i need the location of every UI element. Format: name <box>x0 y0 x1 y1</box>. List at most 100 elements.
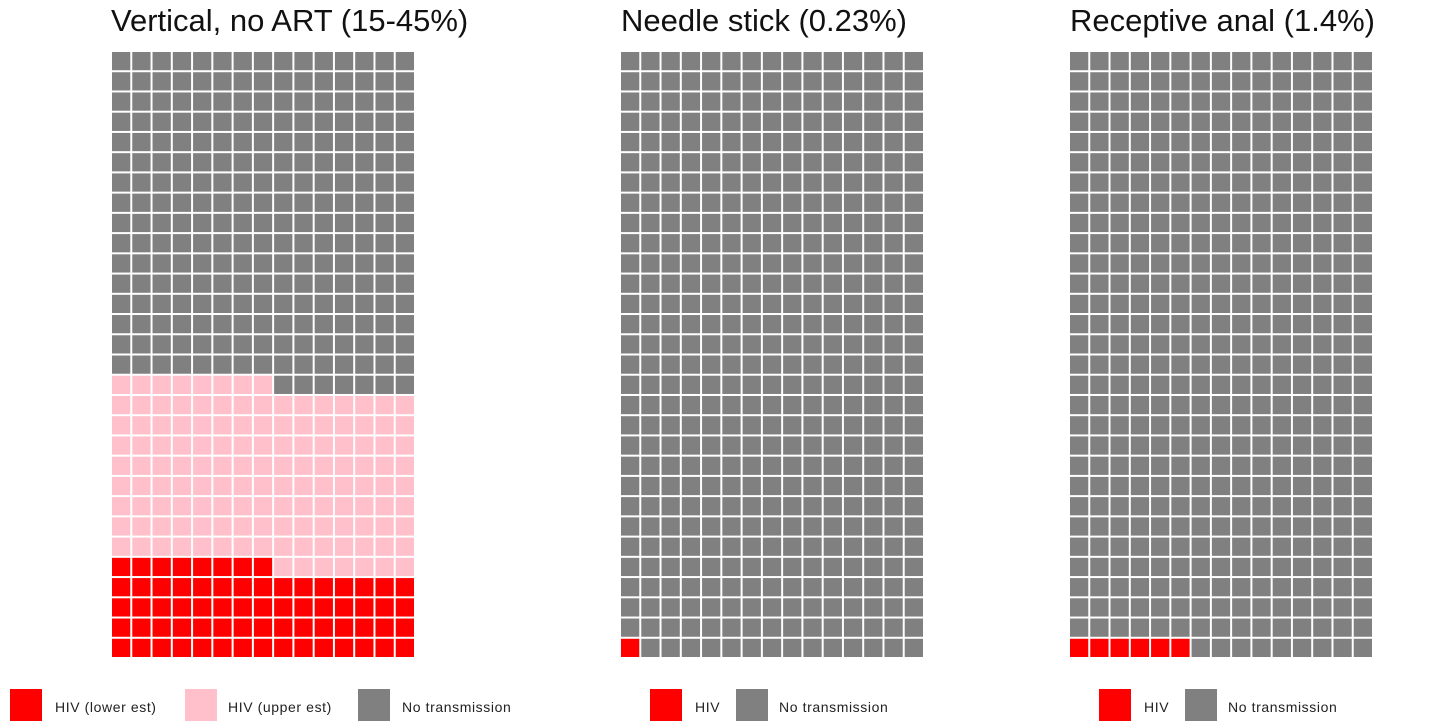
waffle-cell-no-transmission <box>884 315 903 334</box>
waffle-cell-no-transmission <box>1191 517 1210 536</box>
waffle-cell-no-transmission <box>1171 112 1190 131</box>
waffle-cell-no-transmission <box>355 234 374 253</box>
waffle-cell-hiv-lower-est <box>132 618 151 637</box>
waffle-cell-no-transmission <box>172 112 192 131</box>
waffle-cell-hiv-upper-est <box>355 416 374 435</box>
waffle-cell-no-transmission <box>1333 375 1352 394</box>
waffle-cell-hiv-upper-est <box>395 395 414 415</box>
waffle-cell-no-transmission <box>884 52 903 71</box>
waffle-cell-no-transmission <box>314 213 333 233</box>
waffle-cell-no-transmission <box>783 598 802 617</box>
waffle-cell-no-transmission <box>702 355 721 374</box>
waffle-cell-no-transmission <box>1313 335 1332 354</box>
waffle-cell-no-transmission <box>112 355 131 374</box>
waffle-cell-no-transmission <box>1090 375 1109 394</box>
waffle-cell-hiv-upper-est <box>233 537 252 556</box>
waffle-cell-no-transmission <box>904 598 923 617</box>
waffle-cell-no-transmission <box>112 315 131 334</box>
waffle-cell-no-transmission <box>904 638 923 657</box>
waffle-cell-no-transmission <box>762 557 782 577</box>
waffle-cell-no-transmission <box>1171 517 1190 536</box>
waffle-cell-no-transmission <box>1130 476 1150 496</box>
waffle-cell-no-transmission <box>132 193 151 212</box>
waffle-cell-hiv-lower-est <box>334 598 354 617</box>
waffle-cell-hiv-lower-est <box>152 598 171 617</box>
waffle-cell-no-transmission <box>803 132 822 152</box>
waffle-cell-no-transmission <box>722 234 741 253</box>
waffle-cell-hiv-lower-est <box>294 578 313 597</box>
waffle-cell-no-transmission <box>1070 497 1089 516</box>
waffle-cell-no-transmission <box>843 173 863 192</box>
waffle-cell-hiv <box>1130 638 1150 657</box>
waffle-cell-no-transmission <box>1292 173 1312 192</box>
waffle-cell-no-transmission <box>1090 578 1109 597</box>
waffle-cell-no-transmission <box>661 517 680 536</box>
waffle-cell-no-transmission <box>1313 618 1332 637</box>
waffle-cell-no-transmission <box>904 132 923 152</box>
waffle-cell-no-transmission <box>1292 294 1312 314</box>
waffle-cell-no-transmission <box>641 132 660 152</box>
waffle-cell-no-transmission <box>112 92 131 111</box>
waffle-cell-no-transmission <box>884 132 903 152</box>
waffle-cell-no-transmission <box>762 578 782 597</box>
waffle-cell-no-transmission <box>843 193 863 212</box>
waffle-cell-hiv-upper-est <box>294 456 313 475</box>
waffle-cell-no-transmission <box>1151 436 1170 455</box>
waffle-cell-no-transmission <box>334 294 354 314</box>
waffle-cell-no-transmission <box>1191 213 1210 233</box>
waffle-cell-no-transmission <box>1070 517 1089 536</box>
waffle-cell-hiv-upper-est <box>375 436 394 455</box>
waffle-cell-no-transmission <box>1272 132 1291 152</box>
waffle-cell-no-transmission <box>661 416 680 435</box>
waffle-cell-no-transmission <box>884 193 903 212</box>
waffle-cell-no-transmission <box>1333 497 1352 516</box>
waffle-cell-hiv-upper-est <box>132 517 151 536</box>
waffle-cell-no-transmission <box>375 355 394 374</box>
waffle-cell-no-transmission <box>884 578 903 597</box>
waffle-cell-hiv-lower-est <box>132 638 151 657</box>
waffle-cell-no-transmission <box>274 234 293 253</box>
waffle-cell-no-transmission <box>1313 193 1332 212</box>
waffle-cell-no-transmission <box>1272 375 1291 394</box>
waffle-cell-no-transmission <box>1232 598 1251 617</box>
waffle-cell-no-transmission <box>375 173 394 192</box>
waffle-cell-no-transmission <box>1151 476 1170 496</box>
waffle-cell-no-transmission <box>864 416 883 435</box>
waffle-cell-no-transmission <box>1313 557 1332 577</box>
waffle-grid <box>1070 52 1372 657</box>
waffle-cell-no-transmission <box>762 638 782 657</box>
waffle-cell-no-transmission <box>681 72 701 91</box>
waffle-cell-no-transmission <box>375 294 394 314</box>
waffle-cell-no-transmission <box>681 213 701 233</box>
waffle-cell-no-transmission <box>233 355 252 374</box>
waffle-cell-no-transmission <box>1272 537 1291 556</box>
waffle-cell-hiv-lower-est <box>334 638 354 657</box>
waffle-cell-no-transmission <box>152 294 171 314</box>
waffle-cell-no-transmission <box>1151 598 1170 617</box>
waffle-cell-no-transmission <box>1252 294 1271 314</box>
waffle-cell-no-transmission <box>1171 395 1190 415</box>
waffle-cell-no-transmission <box>395 375 414 394</box>
waffle-cell-no-transmission <box>172 234 192 253</box>
waffle-cell-no-transmission <box>1272 476 1291 496</box>
waffle-cell-no-transmission <box>884 375 903 394</box>
waffle-cell-no-transmission <box>1292 52 1312 71</box>
waffle-cell-hiv-upper-est <box>314 497 333 516</box>
waffle-cell-no-transmission <box>1313 234 1332 253</box>
waffle-cell-no-transmission <box>395 315 414 334</box>
legend-label: HIV <box>1144 699 1170 715</box>
waffle-cell-no-transmission <box>904 193 923 212</box>
waffle-cell-no-transmission <box>661 598 680 617</box>
waffle-cell-no-transmission <box>1313 274 1332 293</box>
waffle-cell-no-transmission <box>742 456 761 475</box>
waffle-cell-no-transmission <box>172 52 192 71</box>
waffle-cell-no-transmission <box>884 598 903 617</box>
waffle-cell-no-transmission <box>641 315 660 334</box>
waffle-cell-no-transmission <box>762 173 782 192</box>
waffle-cell-no-transmission <box>762 375 782 394</box>
waffle-cell-no-transmission <box>1130 395 1150 415</box>
waffle-cell-no-transmission <box>1090 72 1109 91</box>
waffle-cell-no-transmission <box>172 193 192 212</box>
waffle-cell-no-transmission <box>1211 335 1231 354</box>
waffle-cell-hiv-upper-est <box>375 476 394 496</box>
